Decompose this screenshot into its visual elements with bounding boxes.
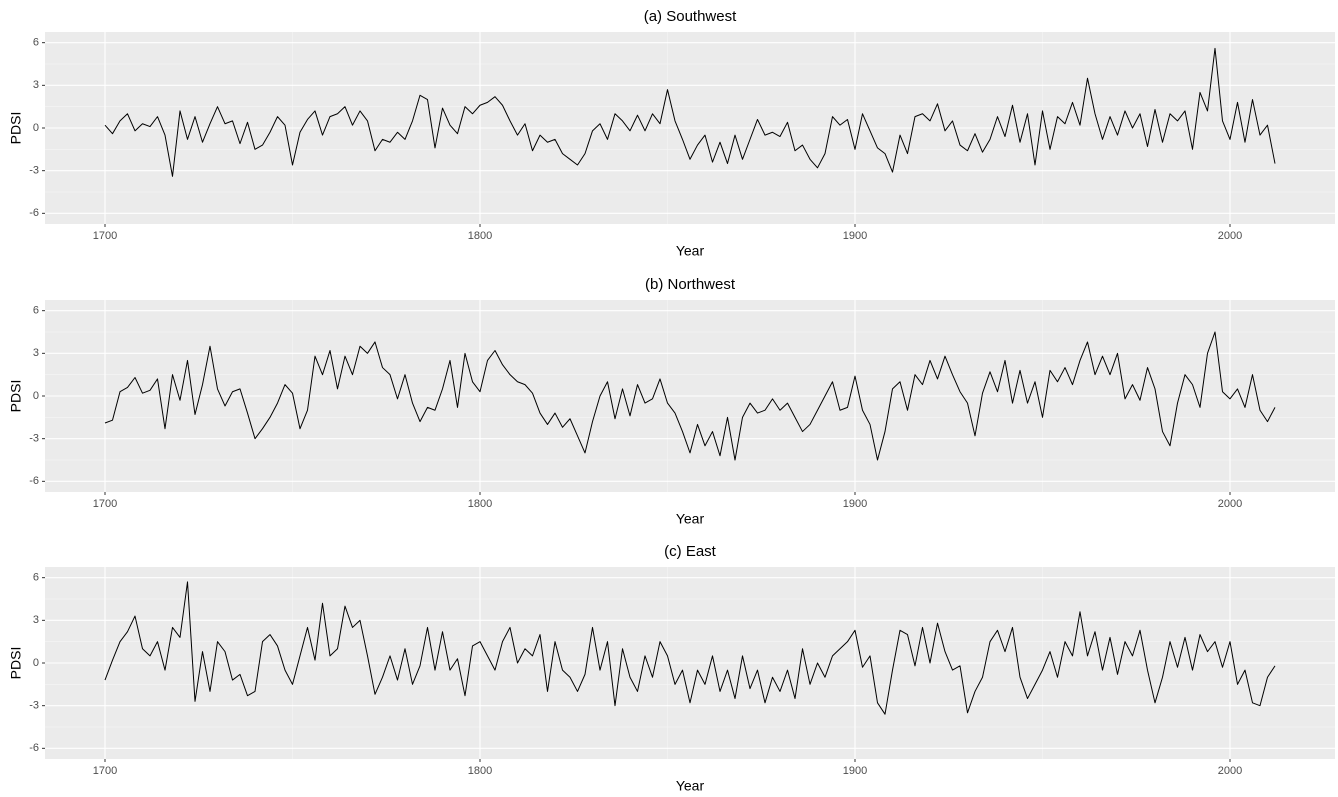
y-axis-title: PDSI	[8, 112, 24, 145]
y-tick-label: 3	[33, 79, 39, 91]
y-tick-label: 0	[33, 390, 39, 402]
y-tick-label: 6	[33, 572, 39, 584]
y-tick-label: -3	[29, 700, 39, 712]
x-tick-label: 1800	[468, 230, 492, 242]
x-tick-label: 1700	[93, 498, 117, 510]
x-tick-label: 1700	[93, 230, 117, 242]
y-tick-label: 3	[33, 347, 39, 359]
x-tick-label: 1900	[843, 765, 867, 777]
x-tick-label: 1700	[93, 765, 117, 777]
x-axis-title: Year	[676, 243, 705, 259]
y-axis-title: PDSI	[8, 647, 24, 680]
data-line	[104, 581, 1276, 715]
panel-title: (a) Southwest	[644, 8, 737, 25]
y-tick-label: -6	[29, 207, 39, 219]
x-tick-label: 1900	[843, 230, 867, 242]
data-line	[104, 331, 1276, 461]
x-axis-title: Year	[676, 511, 705, 527]
x-axis-title: Year	[676, 778, 705, 794]
y-tick-label: -6	[29, 742, 39, 754]
x-tick-label: 2000	[1218, 230, 1242, 242]
panel-title: (c) East	[664, 543, 717, 560]
y-tick-label: 0	[33, 122, 39, 134]
panel-title: (b) Northwest	[645, 276, 736, 293]
y-tick-label: -6	[29, 475, 39, 487]
y-tick-label: -3	[29, 165, 39, 177]
x-tick-label: 2000	[1218, 498, 1242, 510]
x-tick-label: 1900	[843, 498, 867, 510]
data-line	[104, 47, 1276, 177]
y-tick-label: 6	[33, 305, 39, 317]
y-tick-label: 3	[33, 614, 39, 626]
x-tick-label: 1800	[468, 765, 492, 777]
x-tick-label: 2000	[1218, 765, 1242, 777]
y-tick-label: -3	[29, 433, 39, 445]
x-tick-label: 1800	[468, 498, 492, 510]
y-tick-label: 0	[33, 657, 39, 669]
y-axis-title: PDSI	[8, 380, 24, 413]
y-tick-label: 6	[33, 37, 39, 49]
